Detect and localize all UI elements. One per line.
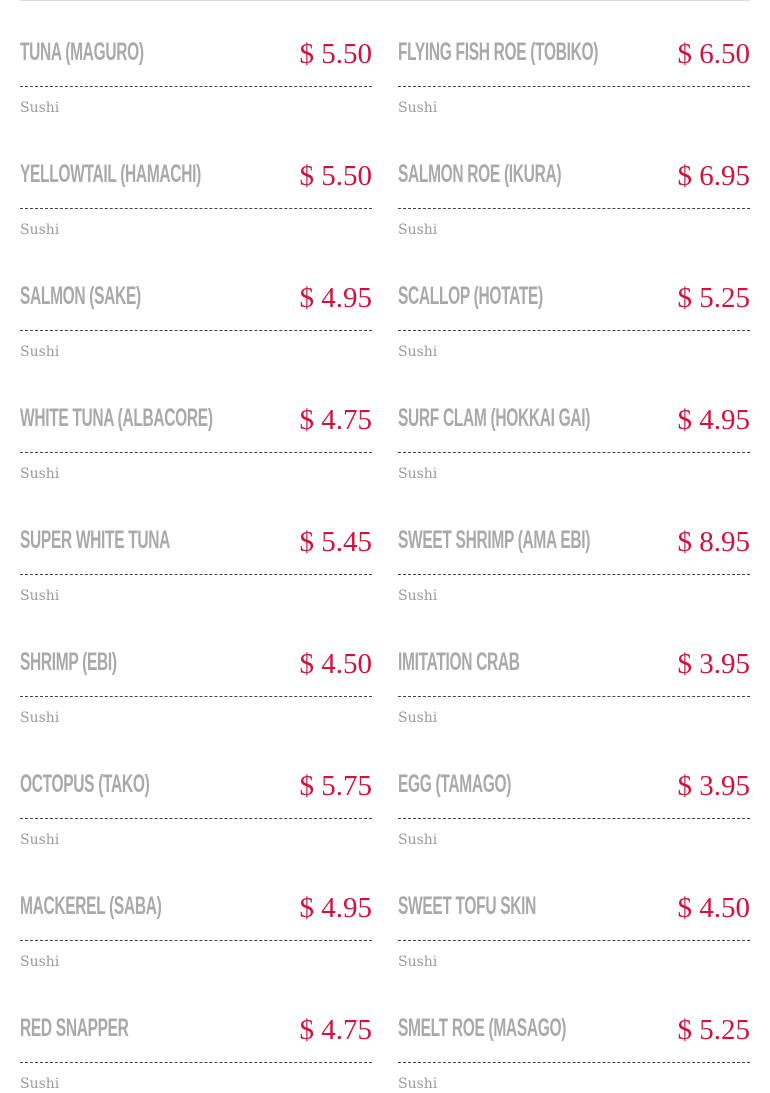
item-category: Sushi: [398, 222, 438, 238]
item-name: WHITE TUNA (ALBACORE): [20, 404, 213, 432]
item-price: $ 5.25: [677, 282, 751, 314]
item-price: $ 4.75: [299, 404, 373, 436]
item-header: SWEET SHRIMP (AMA EBI) $ 8.95: [398, 518, 750, 575]
item-header: FLYING FISH ROE (TOBIKO) $ 6.50: [398, 30, 750, 87]
menu-item: MACKEREL (SABA) $ 4.95 Sushi: [20, 884, 372, 1006]
item-header: SWEET TOFU SKIN $ 4.50: [398, 884, 750, 941]
item-category: Sushi: [398, 710, 438, 726]
item-price: $ 4.95: [299, 282, 373, 314]
menu-item: FLYING FISH ROE (TOBIKO) $ 6.50 Sushi: [398, 30, 750, 152]
item-price: $ 5.25: [677, 1014, 751, 1046]
menu-item: SMELT ROE (MASAGO) $ 5.25 Sushi: [398, 1006, 750, 1093]
item-header: SALMON ROE (IKURA) $ 6.95: [398, 152, 750, 209]
item-name: SWEET TOFU SKIN: [398, 892, 537, 920]
menu-item: YELLOWTAIL (HAMACHI) $ 5.50 Sushi: [20, 152, 372, 274]
item-category: Sushi: [20, 222, 60, 238]
item-header: SURF CLAM (HOKKAI GAI) $ 4.95: [398, 396, 750, 453]
item-header: SALMON (SAKE) $ 4.95: [20, 274, 372, 331]
item-category: Sushi: [20, 100, 60, 116]
item-name: SCALLOP (HOTATE): [398, 282, 543, 310]
item-category: Sushi: [20, 832, 60, 848]
item-header: YELLOWTAIL (HAMACHI) $ 5.50: [20, 152, 372, 209]
item-category: Sushi: [398, 344, 438, 360]
item-price: $ 6.50: [677, 38, 751, 70]
item-price: $ 8.95: [677, 526, 751, 558]
menu-item: RED SNAPPER $ 4.75 Sushi: [20, 1006, 372, 1093]
item-price: $ 6.95: [677, 160, 751, 192]
menu-item: WHITE TUNA (ALBACORE) $ 4.75 Sushi: [20, 396, 372, 518]
menu-item: SUPER WHITE TUNA $ 5.45 Sushi: [20, 518, 372, 640]
item-name: SHRIMP (EBI): [20, 648, 117, 676]
item-price: $ 3.95: [677, 648, 751, 680]
item-category: Sushi: [398, 100, 438, 116]
item-header: SUPER WHITE TUNA $ 5.45: [20, 518, 372, 575]
item-header: SMELT ROE (MASAGO) $ 5.25: [398, 1006, 750, 1063]
item-name: FLYING FISH ROE (TOBIKO): [398, 38, 599, 66]
menu-item: SCALLOP (HOTATE) $ 5.25 Sushi: [398, 274, 750, 396]
item-category: Sushi: [398, 954, 438, 970]
item-price: $ 4.95: [299, 892, 373, 924]
menu-item: SALMON ROE (IKURA) $ 6.95 Sushi: [398, 152, 750, 274]
item-category: Sushi: [20, 954, 60, 970]
item-header: RED SNAPPER $ 4.75: [20, 1006, 372, 1063]
item-name: OCTOPUS (TAKO): [20, 770, 150, 798]
menu-item: TUNA (MAGURO) $ 5.50 Sushi: [20, 30, 372, 152]
item-name: SUPER WHITE TUNA: [20, 526, 171, 554]
item-header: MACKEREL (SABA) $ 4.95: [20, 884, 372, 941]
item-category: Sushi: [398, 832, 438, 848]
item-price: $ 4.50: [299, 648, 373, 680]
item-name: SALMON (SAKE): [20, 282, 141, 310]
item-category: Sushi: [398, 466, 438, 482]
item-category: Sushi: [398, 588, 438, 604]
item-header: SCALLOP (HOTATE) $ 5.25: [398, 274, 750, 331]
menu-item: SURF CLAM (HOKKAI GAI) $ 4.95 Sushi: [398, 396, 750, 518]
item-price: $ 4.75: [299, 1014, 373, 1046]
item-category: Sushi: [20, 344, 60, 360]
item-name: TUNA (MAGURO): [20, 38, 144, 66]
item-category: Sushi: [398, 1076, 438, 1092]
item-price: $ 4.50: [677, 892, 751, 924]
item-name: RED SNAPPER: [20, 1014, 129, 1042]
item-name: SMELT ROE (MASAGO): [398, 1014, 567, 1042]
item-category: Sushi: [20, 1076, 60, 1092]
item-header: EGG (TAMAGO) $ 3.95: [398, 762, 750, 819]
menu-item: IMITATION CRAB $ 3.95 Sushi: [398, 640, 750, 762]
menu-item: SWEET TOFU SKIN $ 4.50 Sushi: [398, 884, 750, 1006]
item-name: IMITATION CRAB: [398, 648, 520, 676]
item-name: SURF CLAM (HOKKAI GAI): [398, 404, 591, 432]
item-price: $ 5.50: [299, 38, 373, 70]
item-name: YELLOWTAIL (HAMACHI): [20, 160, 201, 188]
item-header: SHRIMP (EBI) $ 4.50: [20, 640, 372, 697]
item-header: WHITE TUNA (ALBACORE) $ 4.75: [20, 396, 372, 453]
item-name: EGG (TAMAGO): [398, 770, 512, 798]
item-category: Sushi: [20, 588, 60, 604]
item-price: $ 5.50: [299, 160, 373, 192]
menu-item: SALMON (SAKE) $ 4.95 Sushi: [20, 274, 372, 396]
item-price: $ 3.95: [677, 770, 751, 802]
item-name: SALMON ROE (IKURA): [398, 160, 562, 188]
item-price: $ 5.45: [299, 526, 373, 558]
menu-item: OCTOPUS (TAKO) $ 5.75 Sushi: [20, 762, 372, 884]
menu-item: SWEET SHRIMP (AMA EBI) $ 8.95 Sushi: [398, 518, 750, 640]
top-border: [20, 0, 750, 1]
item-category: Sushi: [20, 710, 60, 726]
item-header: IMITATION CRAB $ 3.95: [398, 640, 750, 697]
item-price: $ 4.95: [677, 404, 751, 436]
item-header: TUNA (MAGURO) $ 5.50: [20, 30, 372, 87]
item-header: OCTOPUS (TAKO) $ 5.75: [20, 762, 372, 819]
menu-item: SHRIMP (EBI) $ 4.50 Sushi: [20, 640, 372, 762]
item-category: Sushi: [20, 466, 60, 482]
menu-item: EGG (TAMAGO) $ 3.95 Sushi: [398, 762, 750, 884]
item-name: MACKEREL (SABA): [20, 892, 162, 920]
item-name: SWEET SHRIMP (AMA EBI): [398, 526, 591, 554]
item-price: $ 5.75: [299, 770, 373, 802]
